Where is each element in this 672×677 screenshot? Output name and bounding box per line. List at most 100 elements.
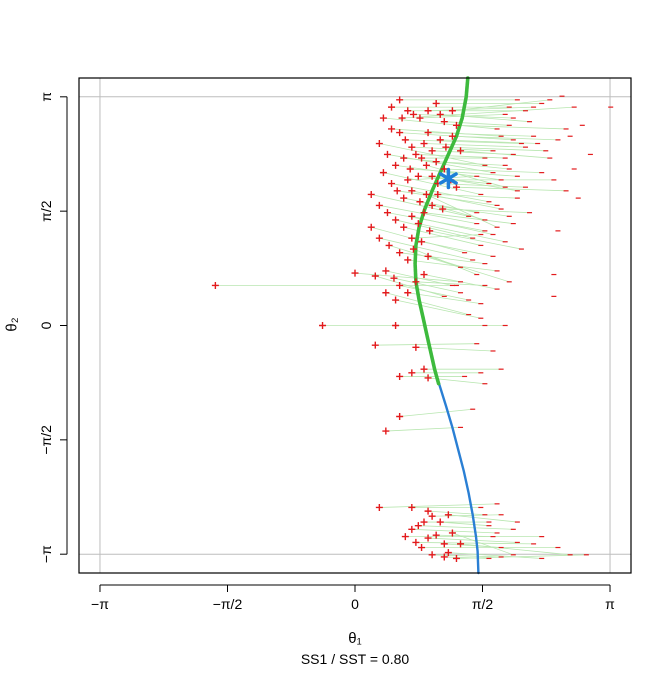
projection-link (410, 168, 518, 177)
data-point (392, 216, 400, 224)
reference-lines (79, 78, 631, 573)
y-tick-label: 0 (38, 321, 54, 329)
data-point (388, 180, 396, 188)
projection-link (385, 427, 461, 432)
data-point (409, 245, 417, 253)
principal-curve (413, 76, 480, 575)
projection-link (407, 259, 498, 272)
projection-link (444, 556, 489, 559)
data-point (382, 267, 390, 275)
data-point (428, 147, 436, 155)
data-point (436, 110, 444, 118)
data-point (393, 187, 401, 195)
data-point (367, 223, 375, 231)
projection-link (437, 183, 526, 188)
data-point (412, 343, 420, 351)
projection-link (415, 281, 485, 286)
data-point (422, 161, 430, 169)
data-point (375, 503, 383, 511)
projection-link (375, 275, 445, 297)
data-point (428, 201, 436, 209)
projection-link (440, 113, 530, 123)
data-point (418, 154, 426, 162)
data-point (432, 99, 440, 107)
data-point (375, 140, 383, 148)
data-point (444, 549, 452, 557)
projection-link (407, 175, 477, 181)
data-point (404, 107, 412, 115)
projection-links (215, 99, 587, 559)
y-tick-label: π/2 (38, 200, 54, 222)
y-tick-label: −π (38, 545, 54, 563)
projection-link (421, 241, 494, 257)
y-axis: −π −π/2 0 π/2 π (38, 92, 68, 563)
center-star (438, 167, 458, 190)
data-point (382, 289, 390, 297)
data-point (416, 198, 424, 206)
data-point (424, 129, 432, 137)
data-point (428, 512, 436, 520)
data-point (448, 529, 456, 537)
data-point (367, 190, 375, 198)
projection-link (418, 223, 506, 243)
data-point (408, 369, 416, 377)
data-point (432, 531, 440, 539)
projection-link (436, 161, 506, 166)
projection-link (452, 135, 558, 141)
data-point (371, 341, 379, 349)
projection-link (375, 343, 477, 346)
data-point (422, 190, 430, 198)
x-tick-label: −π/2 (213, 596, 243, 612)
data-point (420, 518, 428, 526)
data-point (440, 118, 448, 126)
data-point (408, 212, 416, 220)
projection-link (448, 514, 518, 523)
data-point (211, 281, 219, 289)
data-point (388, 125, 396, 133)
data-point (452, 554, 460, 562)
data-point (408, 503, 416, 511)
projection-link (411, 528, 498, 534)
data-point (448, 107, 456, 115)
data-point (444, 511, 452, 519)
data-point (404, 289, 412, 297)
data-point (420, 209, 428, 217)
projection-link (418, 525, 514, 530)
data-point (439, 205, 447, 213)
data-point (424, 107, 432, 115)
data-point (396, 412, 404, 420)
data-point (392, 296, 400, 304)
projection-link (423, 143, 526, 148)
data-point (457, 147, 465, 155)
data-point (392, 161, 400, 169)
x-tick-label: −π (91, 596, 109, 612)
data-point (319, 322, 327, 329)
data-point (400, 154, 408, 162)
data-point (379, 169, 387, 177)
projection-link (428, 132, 534, 137)
y-tick-label: π (38, 92, 54, 102)
projection-link (456, 186, 567, 192)
projection-link (391, 183, 490, 203)
projection-link (391, 128, 502, 137)
projection-link (442, 208, 530, 214)
projection-link (415, 154, 506, 159)
x-axis-title: θ₁ (348, 630, 362, 647)
projection-link (379, 204, 477, 224)
data-point (404, 256, 412, 264)
data-point (448, 132, 456, 140)
projection-link (444, 121, 510, 126)
data-point (414, 220, 422, 228)
data-point (396, 96, 404, 104)
curve-segment-green (413, 76, 470, 386)
projection-link (448, 552, 542, 559)
projection-link (460, 150, 550, 159)
data-point (412, 278, 420, 286)
data-point (400, 223, 408, 231)
data-point (406, 165, 414, 173)
data-point (428, 551, 436, 559)
data-point (424, 507, 432, 515)
data-point (424, 374, 432, 382)
data-point (424, 252, 432, 260)
projection-link (371, 194, 469, 217)
